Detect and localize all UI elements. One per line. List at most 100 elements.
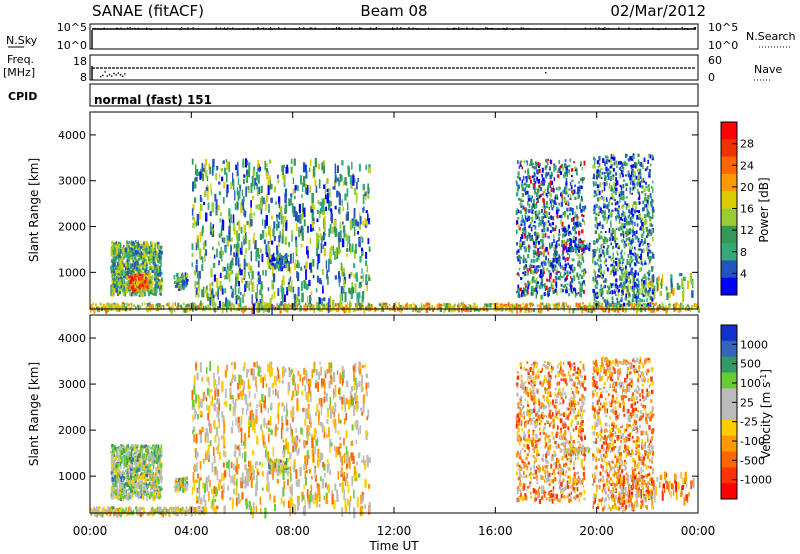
power-cell [303, 219, 306, 227]
power-cell [579, 283, 582, 287]
power-cell [315, 288, 318, 293]
power-cell [201, 162, 204, 171]
power-cell [528, 209, 531, 214]
power-cell [277, 221, 280, 229]
power-cell [129, 291, 131, 296]
power-cell [562, 266, 564, 271]
power-cell [484, 303, 487, 306]
power-cell [207, 202, 210, 210]
power-cell [523, 294, 526, 297]
power-cell [567, 194, 570, 198]
power-cell [537, 161, 540, 166]
power-cell [522, 176, 525, 181]
power-cell [647, 214, 650, 218]
power-cell [307, 302, 310, 307]
power-cell [637, 178, 639, 183]
power-cell [639, 242, 642, 246]
power-cell [628, 228, 632, 232]
power-cell [536, 304, 539, 307]
power-cell [596, 169, 599, 174]
power-cell [574, 240, 577, 245]
power-cell [333, 223, 337, 233]
power-cell [621, 274, 624, 279]
power-cell [637, 159, 640, 165]
power-cell [285, 220, 288, 231]
power-cell [146, 285, 149, 289]
power-cell [541, 278, 543, 282]
power-cell [648, 228, 651, 234]
power-cell [296, 271, 298, 278]
power-cell [631, 302, 634, 308]
power-cell [572, 308, 575, 314]
power-cell [329, 247, 332, 258]
power-cell [197, 277, 200, 288]
power-cell [598, 162, 601, 167]
power-cell [255, 251, 258, 262]
power-cell [264, 270, 267, 277]
power-cell [220, 246, 222, 252]
power-cell [114, 245, 116, 249]
power-cell [544, 232, 547, 238]
power-cell [362, 305, 364, 309]
power-cell [201, 289, 204, 298]
power-cell [228, 208, 231, 216]
power-cell [628, 280, 630, 283]
power-cell [312, 227, 315, 232]
power-cell [531, 175, 535, 178]
power-cell [599, 259, 602, 263]
power-cell [628, 203, 630, 209]
power-cell [240, 205, 243, 214]
power-cell [633, 178, 636, 183]
power-cell [121, 258, 123, 261]
power-cell [237, 233, 240, 242]
power-cell [552, 303, 555, 306]
power-cell [624, 303, 627, 308]
power-cell [268, 302, 271, 307]
power-cell [208, 293, 211, 298]
power-cell [603, 182, 606, 187]
power-cell [615, 208, 618, 212]
power-cell [593, 290, 596, 293]
power-cell [550, 281, 553, 285]
power-cell [288, 242, 290, 248]
power-cell [142, 254, 144, 259]
power-cell [610, 242, 612, 246]
power-cell [648, 258, 651, 264]
power-cell [297, 262, 300, 269]
power-cell [564, 272, 567, 275]
power-cell [569, 247, 571, 252]
power-cell [154, 266, 157, 271]
power-cell [230, 237, 233, 242]
power-cell [120, 284, 124, 289]
power-cell [353, 187, 357, 195]
power-cell [615, 215, 618, 219]
power-cell [519, 198, 523, 203]
power-cell [571, 179, 574, 183]
power-cell [569, 305, 572, 311]
power-cell [524, 258, 527, 263]
power-cell [115, 256, 117, 259]
power-cell [550, 193, 552, 198]
nsky-point [652, 27, 654, 29]
power-cell [652, 199, 654, 203]
power-cell [572, 192, 575, 196]
power-cell [286, 164, 289, 170]
power-cell [574, 242, 577, 246]
power-cell [172, 302, 174, 306]
power-cell [310, 262, 312, 273]
power-cell [598, 254, 601, 259]
power-cell [122, 262, 124, 266]
power-cell [637, 153, 640, 157]
power-cell [570, 245, 573, 250]
power-cell [154, 251, 156, 254]
power-cell [551, 284, 555, 288]
power-cell [286, 290, 289, 296]
power-cell [191, 158, 194, 165]
power-cell [557, 302, 560, 305]
power-cell [131, 247, 134, 253]
power-cell [360, 275, 363, 279]
power-cell [527, 280, 529, 283]
power-cell [533, 186, 535, 191]
power-cell [344, 177, 347, 185]
power-cell [629, 217, 632, 223]
